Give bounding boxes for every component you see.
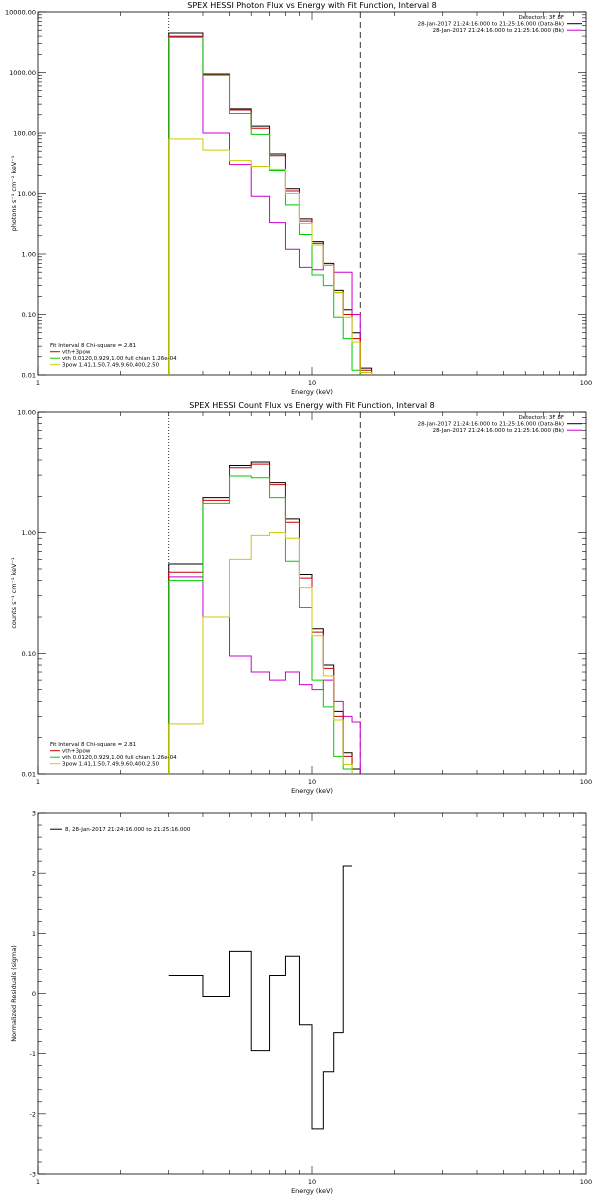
- y-tick-label: 1: [32, 930, 36, 938]
- series-vth-3pow: [168, 463, 361, 774]
- plot-area: [168, 32, 373, 375]
- chart-3: 1 10 100 -3 -2 -1 0 1 2 3 Energy (keV) Normalized R…: [10, 810, 592, 1196]
- x-tick-label: 100: [580, 379, 592, 387]
- x-tick-label: 1: [36, 379, 40, 387]
- legend-entry: 8, 28-Jan-2017 21:24:16.000 to 21:25:16.…: [65, 827, 191, 833]
- x-tick-label: 100: [580, 778, 592, 786]
- x-tick-label: 10: [308, 778, 316, 786]
- series-8-28-jan-2017-21-24-16-000-to-21-25-16-000: [168, 865, 353, 1130]
- x-tick-label: 1: [36, 778, 40, 786]
- y-tick-label: -1: [30, 1050, 36, 1058]
- y-tick-label: 1000.00: [9, 69, 36, 77]
- legend-fit-header: Fit Interval 8 Chi-square = 2.81: [50, 343, 136, 349]
- y-tick-label: 0.10: [22, 650, 36, 658]
- x-axis-label: Energy (keV): [291, 787, 333, 795]
- x-tick-label: 100: [580, 1178, 592, 1186]
- y-tick-label: 0.01: [22, 771, 36, 779]
- x-axis-label: Energy (keV): [291, 1187, 333, 1195]
- y-axis-label: Normalized Residuals (sigma): [10, 945, 18, 1042]
- y-tick-label: 100.00: [13, 130, 36, 138]
- y-tick-label: -3: [30, 1171, 36, 1179]
- y-axis-label: counts s⁻¹ cm⁻² keV⁻¹: [10, 557, 18, 629]
- plot-area: [168, 461, 361, 774]
- y-tick-label: 1.00: [22, 529, 36, 537]
- series-bk: [168, 576, 361, 774]
- chart-1: 1 10 100 0.01 0.10 1.00 10.00 100.00 1000.00 1000…: [5, 1, 592, 396]
- y-tick-label: 1.00: [22, 251, 36, 259]
- series-vth: [168, 475, 353, 774]
- x-axis-label: Energy (keV): [291, 388, 333, 396]
- y-tick-label: 0.01: [22, 372, 36, 380]
- y-tick-label: 2: [32, 870, 36, 878]
- chart-2: 1 10 100 0.01 0.10 1.00 10.00 SPEX HESSI Count …: [10, 401, 592, 795]
- legend-top-entry: 28-Jan-2017 21:24:16.000 to 21:25:16.000…: [433, 28, 564, 34]
- legend-bottom-entry: vth 0.0120,0.929,1.00 full chian 1.26e-0…: [62, 755, 177, 761]
- y-tick-label: -2: [30, 1110, 36, 1118]
- legend-top-entry: Detectors: 3F 8F: [518, 415, 564, 421]
- y-tick-label: 10.00: [17, 190, 36, 198]
- series-data-bk: [168, 461, 361, 774]
- x-tick-label: 10: [308, 1178, 316, 1186]
- series-vth: [168, 36, 361, 375]
- legend-bottom-entry: 3pow 1.41,1.50,7.49,9.60,400,2.50: [62, 762, 160, 768]
- legend-fit-header: Fit Interval 8 Chi-square = 2.81: [50, 742, 136, 748]
- legend-top-entry: 28-Jan-2017 21:24:16.000 to 21:25:16.000…: [433, 428, 564, 434]
- legend-top-entry: 28-Jan-2017 21:24:16.000 to 21:25:16.000…: [418, 22, 564, 28]
- y-tick-label: 10.00: [17, 409, 36, 417]
- x-tick-label: 10: [308, 379, 316, 387]
- y-tick-label: 0.10: [22, 311, 36, 319]
- y-tick-label: 0: [32, 990, 36, 998]
- chart-title: SPEX HESSI Count Flux vs Energy with Fit…: [189, 401, 434, 410]
- legend-bottom-entry: 3pow 1.41,1.50,7.49,9.60,400,2.50: [62, 363, 160, 369]
- y-axis-label: photons s⁻¹ cm⁻² keV⁻¹: [10, 155, 18, 231]
- legend-bottom-entry: vth+3pow: [62, 749, 91, 755]
- series-data-bk: [168, 32, 373, 375]
- legend-top-entry: 28-Jan-2017 21:24:16.000 to 21:25:16.000…: [418, 422, 564, 428]
- x-tick-label: 1: [36, 1178, 40, 1186]
- chart-title: SPEX HESSI Photon Flux vs Energy with Fi…: [187, 1, 437, 10]
- axes-frame: [37, 11, 587, 376]
- y-tick-label: 10000.00: [5, 9, 36, 17]
- plot-area: [168, 865, 353, 1130]
- legend-top-entry: Detectors: 3F 8F: [518, 15, 564, 21]
- series-3pow: [168, 532, 353, 774]
- legend-bottom-entry: vth+3pow: [62, 350, 91, 356]
- series-3pow: [168, 138, 373, 375]
- series-vth-3pow: [168, 36, 373, 375]
- legend-bottom-entry: vth 0.0120,0.929,1.00 full chian 1.26e-0…: [62, 356, 177, 362]
- y-tick-label: 3: [32, 810, 36, 818]
- series-bk: [168, 35, 361, 375]
